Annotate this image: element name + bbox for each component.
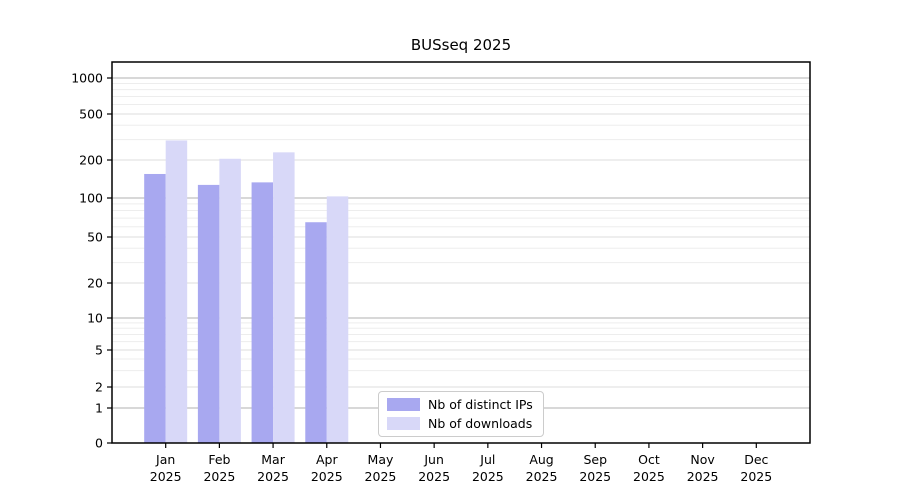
legend-item-distinct-ips: Nb of distinct IPs [387,397,533,412]
x-tick-label-month: Jun [423,452,444,467]
x-tick-label-year: 2025 [418,469,450,484]
x-tick-label-year: 2025 [687,469,719,484]
legend-label-distinct-ips: Nb of distinct IPs [428,397,533,412]
x-tick-label-year: 2025 [472,469,504,484]
plot-border [111,61,811,444]
x-tick-label-year: 2025 [203,469,235,484]
x-tick-label-month: Aug [529,452,553,467]
x-tick-label-year: 2025 [740,469,772,484]
bar-mar-downloads [273,152,295,443]
bar-apr-downloads [326,196,349,443]
y-tick-label: 2 [95,380,103,395]
x-tick-label-month: Jan [155,452,175,467]
chart-title: BUSseq 2025 [410,36,512,54]
y-tick-label: 1000 [71,71,103,86]
x-tick-label-month: Sep [583,452,607,467]
y-tick-label: 200 [79,153,103,168]
bar-mar-distinct-ips [251,182,274,444]
x-tick-label-month: Nov [690,452,715,467]
x-tick-label-month: Apr [316,452,338,467]
legend-label-downloads: Nb of downloads [428,416,533,431]
legend-swatch-downloads [387,417,420,430]
x-tick-label-year: 2025 [365,469,397,484]
bar-feb-distinct-ips [197,184,220,443]
y-tick-label: 50 [87,230,103,245]
y-tick-label: 5 [95,343,103,358]
x-tick-label-month: May [368,452,394,467]
x-tick-label-month: Feb [208,452,230,467]
x-tick-label-year: 2025 [257,469,289,484]
x-tick-label-month: Oct [638,452,660,467]
x-tick-label-year: 2025 [526,469,558,484]
bar-jan-downloads [165,140,188,443]
y-tick-label: 20 [87,276,103,291]
x-tick-label-year: 2025 [579,469,611,484]
bar-jan-distinct-ips [144,173,166,443]
y-tick-label: 500 [79,107,103,122]
x-tick-label-year: 2025 [311,469,343,484]
bar-feb-downloads [219,158,241,443]
y-tick-label: 0 [95,436,103,451]
y-tick-label: 10 [87,311,103,326]
bar-apr-distinct-ips [305,222,327,443]
x-tick-label-month: Jul [479,452,495,467]
x-tick-label-year: 2025 [633,469,665,484]
x-tick-label-year: 2025 [150,469,182,484]
legend-item-downloads: Nb of downloads [387,416,533,431]
x-tick-label-month: Mar [261,452,285,467]
legend: Nb of distinct IPs Nb of downloads [378,391,544,437]
legend-swatch-distinct-ips [387,398,420,411]
x-tick-label-month: Dec [744,452,768,467]
y-tick-label: 1 [95,401,103,416]
y-tick-label: 100 [79,191,103,206]
